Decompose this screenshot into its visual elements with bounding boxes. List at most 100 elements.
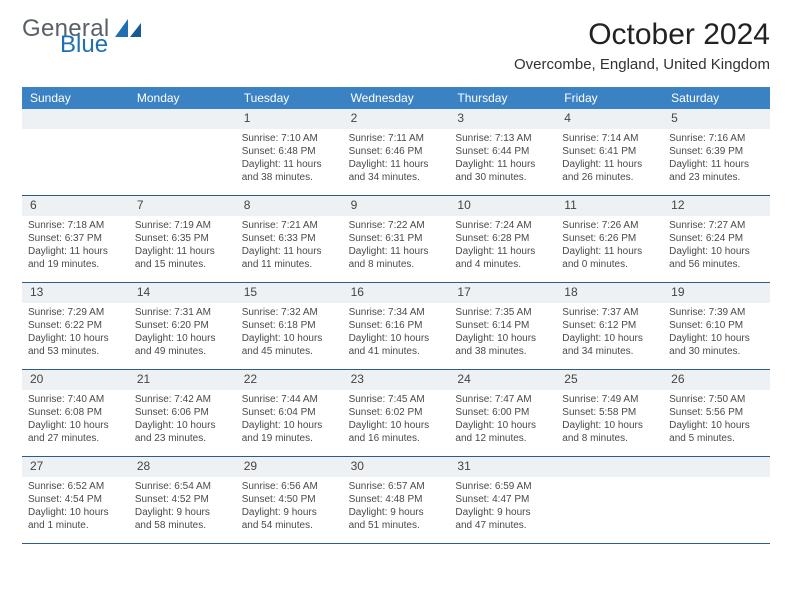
sunset-text: Sunset: 4:47 PM [455,493,550,506]
sunset-text: Sunset: 6:08 PM [28,406,123,419]
day-cell: 26Sunrise: 7:50 AMSunset: 5:56 PMDayligh… [663,370,770,456]
sunset-text: Sunset: 6:16 PM [349,319,444,332]
sunrise-text: Sunrise: 7:50 AM [669,393,764,406]
week-row: 13Sunrise: 7:29 AMSunset: 6:22 PMDayligh… [22,283,770,370]
day-cell: 4Sunrise: 7:14 AMSunset: 6:41 PMDaylight… [556,109,663,195]
sunset-text: Sunset: 6:44 PM [455,145,550,158]
sunset-text: Sunset: 6:28 PM [455,232,550,245]
sunrise-text: Sunrise: 7:21 AM [242,219,337,232]
daylight-text: Daylight: 10 hours [455,419,550,432]
sunset-text: Sunset: 6:33 PM [242,232,337,245]
sunset-text: Sunset: 6:12 PM [562,319,657,332]
day-cell: 21Sunrise: 7:42 AMSunset: 6:06 PMDayligh… [129,370,236,456]
day-cell: 11Sunrise: 7:26 AMSunset: 6:26 PMDayligh… [556,196,663,282]
day-cell: 24Sunrise: 7:47 AMSunset: 6:00 PMDayligh… [449,370,556,456]
daylight-text: Daylight: 10 hours [669,332,764,345]
daylight-text: and 53 minutes. [28,345,123,358]
day-number: 22 [236,370,343,390]
day-cell: 31Sunrise: 6:59 AMSunset: 4:47 PMDayligh… [449,457,556,543]
daylight-text: Daylight: 9 hours [242,506,337,519]
sunrise-text: Sunrise: 7:26 AM [562,219,657,232]
sunset-text: Sunset: 6:06 PM [135,406,230,419]
day-cell [663,457,770,543]
daylight-text: Daylight: 11 hours [242,245,337,258]
day-cell: 10Sunrise: 7:24 AMSunset: 6:28 PMDayligh… [449,196,556,282]
sunrise-text: Sunrise: 7:45 AM [349,393,444,406]
sunrise-text: Sunrise: 7:10 AM [242,132,337,145]
daylight-text: Daylight: 9 hours [135,506,230,519]
weekday-header-row: Sunday Monday Tuesday Wednesday Thursday… [22,87,770,109]
day-number: 8 [236,196,343,216]
daylight-text: and 30 minutes. [669,345,764,358]
sunset-text: Sunset: 6:04 PM [242,406,337,419]
weekday-header: Thursday [449,87,556,109]
sunrise-text: Sunrise: 6:56 AM [242,480,337,493]
sunset-text: Sunset: 4:50 PM [242,493,337,506]
sunrise-text: Sunrise: 7:39 AM [669,306,764,319]
day-cell: 6Sunrise: 7:18 AMSunset: 6:37 PMDaylight… [22,196,129,282]
topbar: General Blue October 2024 Overcombe, Eng… [22,18,770,73]
day-cell: 25Sunrise: 7:49 AMSunset: 5:58 PMDayligh… [556,370,663,456]
sunset-text: Sunset: 6:35 PM [135,232,230,245]
day-number: 27 [22,457,129,477]
day-cell: 7Sunrise: 7:19 AMSunset: 6:35 PMDaylight… [129,196,236,282]
day-number: 26 [663,370,770,390]
daylight-text: Daylight: 10 hours [242,419,337,432]
daylight-text: Daylight: 9 hours [455,506,550,519]
sunrise-text: Sunrise: 7:13 AM [455,132,550,145]
daylight-text: and 30 minutes. [455,171,550,184]
day-number: 20 [22,370,129,390]
sunset-text: Sunset: 6:46 PM [349,145,444,158]
day-number: 2 [343,109,450,129]
sunset-text: Sunset: 6:20 PM [135,319,230,332]
day-number: 15 [236,283,343,303]
daylight-text: Daylight: 10 hours [135,332,230,345]
daylight-text: and 41 minutes. [349,345,444,358]
logo-text-wrap: General Blue [22,18,141,55]
sunset-text: Sunset: 6:39 PM [669,145,764,158]
daylight-text: Daylight: 10 hours [28,332,123,345]
sunset-text: Sunset: 6:24 PM [669,232,764,245]
daylight-text: and 45 minutes. [242,345,337,358]
sunrise-text: Sunrise: 6:54 AM [135,480,230,493]
sunrise-text: Sunrise: 7:22 AM [349,219,444,232]
day-number: 13 [22,283,129,303]
daylight-text: and 1 minute. [28,519,123,532]
day-cell: 19Sunrise: 7:39 AMSunset: 6:10 PMDayligh… [663,283,770,369]
day-cell: 18Sunrise: 7:37 AMSunset: 6:12 PMDayligh… [556,283,663,369]
sunrise-text: Sunrise: 7:44 AM [242,393,337,406]
day-number: 14 [129,283,236,303]
day-number: 5 [663,109,770,129]
daylight-text: and 15 minutes. [135,258,230,271]
day-cell: 29 Sunrise: 6:56 AMSunset: 4:50 PMDayligh… [236,457,343,543]
daylight-text: Daylight: 10 hours [349,332,444,345]
sunrise-text: Sunrise: 7:31 AM [135,306,230,319]
day-number: 12 [663,196,770,216]
daylight-text: Daylight: 10 hours [669,419,764,432]
day-number: 10 [449,196,556,216]
sunrise-text: Sunrise: 7:34 AM [349,306,444,319]
day-number: 18 [556,283,663,303]
daylight-text: and 56 minutes. [669,258,764,271]
day-cell: 13 Sunrise: 7:29 AMSunset: 6:22 PMDayligh… [22,283,129,369]
day-number: 29 [236,457,343,477]
page-title: October 2024 [514,18,770,52]
logo-word-2: Blue [60,34,141,56]
sunset-text: Sunset: 6:10 PM [669,319,764,332]
week-row: 20Sunrise: 7:40 AMSunset: 6:08 PMDayligh… [22,370,770,457]
sunrise-text: Sunrise: 7:29 AM [28,306,123,319]
daylight-text: and 47 minutes. [455,519,550,532]
day-cell: 20Sunrise: 7:40 AMSunset: 6:08 PMDayligh… [22,370,129,456]
weeks-container: 1Sunrise: 7:10 AMSunset: 6:48 PMDaylight… [22,109,770,544]
sunrise-text: Sunrise: 7:14 AM [562,132,657,145]
day-number: 16 [343,283,450,303]
weekday-header: Saturday [663,87,770,109]
day-number: 9 [343,196,450,216]
sunrise-text: Sunrise: 7:32 AM [242,306,337,319]
sunrise-text: Sunrise: 7:35 AM [455,306,550,319]
sunset-text: Sunset: 6:41 PM [562,145,657,158]
daylight-text: Daylight: 11 hours [28,245,123,258]
sunset-text: Sunset: 6:48 PM [242,145,337,158]
sunset-text: Sunset: 6:22 PM [28,319,123,332]
daylight-text: and 12 minutes. [455,432,550,445]
